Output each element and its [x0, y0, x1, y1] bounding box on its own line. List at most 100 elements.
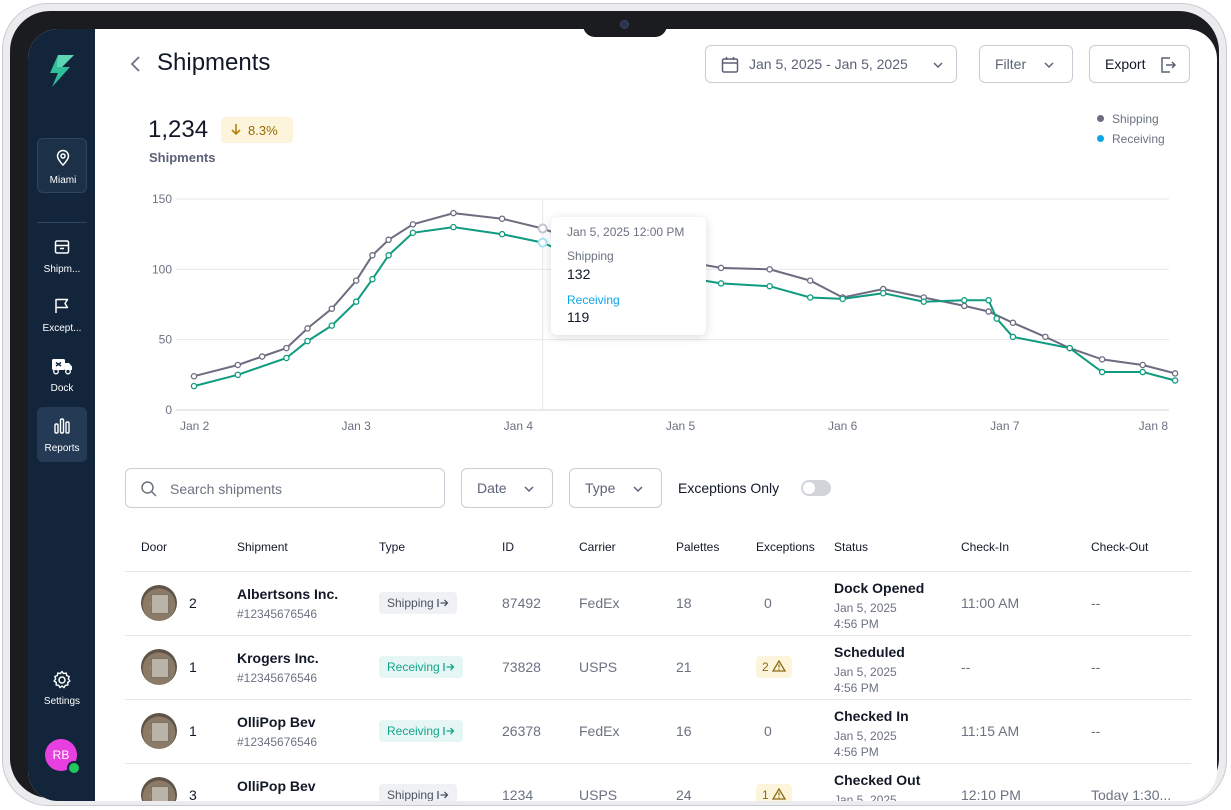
data-point-shipping [258, 353, 266, 360]
exceptions-only-toggle[interactable] [801, 480, 831, 496]
type-badge-label: Shipping [387, 788, 434, 801]
chevron-down-icon [524, 486, 534, 493]
sidebar-item-settings[interactable]: Settings [37, 660, 87, 715]
x-tick-label: Jan 7 [990, 419, 1020, 433]
column-header-type[interactable]: Type [379, 540, 406, 554]
shipment-name[interactable]: OlliPop Bev [237, 778, 316, 794]
type-filter-dropdown[interactable]: Type [569, 468, 662, 508]
data-point-receiving [328, 322, 336, 329]
check-out-time: Today 1:30... [1091, 787, 1172, 801]
sidebar-item-exceptions[interactable]: Except... [37, 287, 87, 342]
palettes-count: 24 [676, 787, 692, 801]
camera-icon [620, 20, 629, 29]
total-shipments: 1,234 [148, 116, 209, 143]
type-badge-label: Receiving [387, 660, 440, 674]
palettes-count: 16 [676, 723, 692, 739]
column-header-check-out[interactable]: Check-Out [1091, 540, 1149, 554]
arrow-in-icon [443, 727, 455, 735]
chevron-down-icon [1044, 62, 1054, 69]
search-input[interactable] [168, 477, 432, 501]
tablet-frame: Miami Shipm... Except... [2, 3, 1227, 806]
arrow-in-icon [437, 791, 449, 799]
data-point-receiving [409, 229, 417, 237]
data-point-receiving [985, 297, 992, 304]
type-badge: Receiving [379, 656, 463, 678]
exceptions-count: 2 [762, 660, 769, 674]
type-badge-label: Receiving [387, 724, 440, 738]
data-point-receiving [234, 371, 242, 379]
data-point-shipping [283, 344, 290, 352]
toggle-knob [803, 482, 815, 494]
data-point-shipping [450, 209, 457, 217]
data-point-receiving [283, 354, 290, 362]
data-point-receiving [1171, 377, 1179, 384]
type-badge: Shipping [379, 784, 457, 801]
row-divider [125, 699, 1191, 700]
sidebar-item-shipments[interactable]: Shipm... [37, 228, 87, 283]
column-header-door[interactable]: Door [141, 540, 168, 554]
dock-door-thumbnail [141, 713, 177, 749]
data-point-receiving [450, 223, 457, 231]
app-screen: Miami Shipm... Except... [28, 29, 1217, 801]
y-tick-label: 100 [152, 262, 172, 276]
carrier: FedEx [579, 723, 620, 739]
shipment-name[interactable]: Krogers Inc. [237, 650, 319, 666]
legend-receiving-label: Receiving [1112, 132, 1165, 146]
sidebar-item-reports[interactable]: Reports [37, 407, 87, 462]
data-point-shipping [717, 264, 725, 272]
dock-door-thumbnail [141, 649, 177, 685]
check-in-time: 11:15 AM [961, 723, 1020, 739]
sidebar-item-dock[interactable]: Dock [37, 347, 87, 402]
x-tick-label: Jan 2 [180, 419, 210, 433]
data-point-shipping [352, 277, 360, 284]
status-time: 4:56 PM [834, 681, 879, 695]
settings-label: Settings [43, 696, 81, 707]
data-point-shipping [766, 266, 773, 273]
export-label: Export [1105, 56, 1146, 72]
column-header-check-in[interactable]: Check-In [961, 540, 1010, 554]
search-box[interactable] [125, 468, 445, 508]
carrier: FedEx [579, 595, 620, 611]
data-point-receiving [1009, 333, 1017, 341]
data-point-receiving [1066, 344, 1073, 352]
data-point-shipping [190, 372, 198, 380]
online-status-dot [67, 761, 81, 775]
status-date: Jan 5, 2025 [834, 729, 897, 743]
summary-label: Shipments [149, 150, 216, 165]
column-header-palettes[interactable]: Palettes [676, 540, 720, 554]
data-point-receiving [1098, 368, 1106, 376]
filter-button[interactable]: Filter [979, 45, 1073, 83]
data-point-receiving [385, 252, 392, 259]
data-point-shipping [1098, 356, 1106, 363]
exceptions-badge[interactable]: 2 [756, 656, 792, 678]
date-filter-dropdown[interactable]: Date [461, 468, 553, 508]
shipments-line-chart[interactable]: 0 50 100 150 Jan 2 Jan 3 Jan 4 Jan 5 Jan 6 Jan 7 J… [28, 29, 1217, 449]
column-header-status[interactable]: Status [834, 540, 869, 554]
data-point-shipping [1042, 333, 1049, 341]
shipment-id: 26378 [502, 723, 541, 739]
shipment-name[interactable]: OlliPop Bev [237, 714, 316, 730]
chevron-left-icon[interactable] [128, 53, 144, 75]
column-header-exceptions[interactable]: Exceptions [756, 540, 815, 554]
shipment-name[interactable]: Albertsons Inc. [237, 586, 339, 602]
status-time: 4:56 PM [834, 745, 879, 759]
shipment-id: 87492 [502, 595, 541, 611]
export-button[interactable]: Export [1089, 45, 1190, 83]
location-selector[interactable]: Miami [37, 138, 87, 193]
column-header-id[interactable]: ID [502, 540, 514, 554]
data-point-shipping [385, 236, 392, 244]
shipment-number: #12345676546 [237, 735, 318, 749]
column-header-shipment[interactable]: Shipment [237, 540, 288, 554]
date-range-picker[interactable]: Jan 5, 2025 - Jan 5, 2025 [705, 45, 957, 83]
flag-icon [55, 298, 69, 313]
palettes-count: 21 [676, 659, 692, 675]
tooltip-shipping-value: 132 [567, 266, 591, 282]
export-icon [1161, 57, 1177, 73]
sidebar: Miami Shipm... Except... [28, 29, 95, 801]
type-badge: Shipping [379, 592, 457, 614]
date-filter-label: Date [477, 480, 507, 496]
exceptions-badge[interactable]: 1 [756, 784, 792, 801]
door-number: 1 [189, 723, 197, 739]
column-header-carrier[interactable]: Carrier [579, 540, 616, 554]
shipment-id: 1234 [502, 787, 534, 801]
